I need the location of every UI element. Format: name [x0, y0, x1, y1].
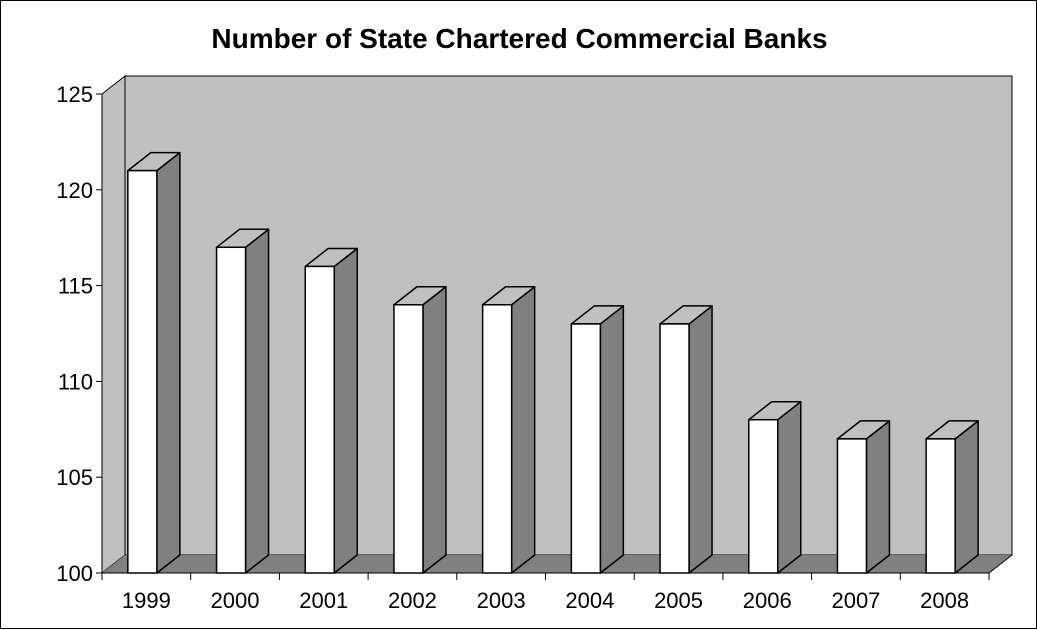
bar-side	[954, 420, 979, 574]
x-tick-label: 2000	[211, 588, 260, 613]
y-tick-label: 100	[56, 561, 93, 586]
bar-front	[836, 438, 868, 574]
side-wall	[101, 74, 126, 575]
tick-labels: 100 105 110 115 120 125 1999 2000 2001 2002 2003 20…	[56, 82, 969, 613]
x-tick-label: 2004	[565, 588, 614, 613]
x-tick-label: 2001	[299, 588, 348, 613]
bar-front	[127, 169, 158, 574]
bar-side	[422, 286, 447, 574]
bar	[393, 286, 447, 574]
bar-front	[570, 323, 602, 574]
bar	[215, 228, 270, 574]
bar-side	[156, 151, 181, 574]
x-tick-label: 2003	[477, 588, 526, 613]
y-tick-label: 120	[56, 178, 93, 203]
x-tick-label: 2007	[831, 588, 880, 613]
bar-front	[925, 438, 956, 574]
bars	[127, 151, 979, 574]
bar	[836, 420, 891, 574]
bar-side	[777, 400, 802, 574]
chart-title: Number of State Chartered Commercial Ban…	[211, 23, 828, 54]
x-tick-label: 2006	[743, 588, 792, 613]
bar-front	[481, 304, 513, 574]
bar	[304, 247, 358, 574]
bar-side	[333, 247, 358, 574]
x-tick-label: 2005	[654, 588, 703, 613]
bar	[127, 151, 181, 574]
bar	[481, 286, 536, 574]
bar	[659, 305, 713, 574]
y-tick-label: 105	[56, 465, 93, 490]
x-tick-label: 2008	[920, 588, 969, 613]
bar-front	[304, 265, 335, 574]
bar-front	[659, 323, 690, 574]
bar	[925, 420, 979, 574]
x-axis-depth-line	[988, 554, 1013, 574]
bar-side	[244, 228, 270, 574]
bar	[748, 400, 802, 574]
bar-front	[215, 246, 247, 574]
x-tick-label: 1999	[122, 588, 171, 613]
bar-side	[599, 305, 625, 574]
x-tick-label: 2002	[388, 588, 437, 613]
bar-side	[688, 305, 713, 574]
bar-front	[748, 418, 779, 574]
bar-side	[865, 420, 891, 574]
bar	[570, 305, 625, 574]
bar-front	[393, 304, 424, 574]
y-tick-label: 115	[58, 274, 93, 299]
y-tick-label: 110	[58, 369, 93, 394]
bar-side	[510, 286, 536, 574]
y-tick-label: 125	[56, 82, 93, 107]
